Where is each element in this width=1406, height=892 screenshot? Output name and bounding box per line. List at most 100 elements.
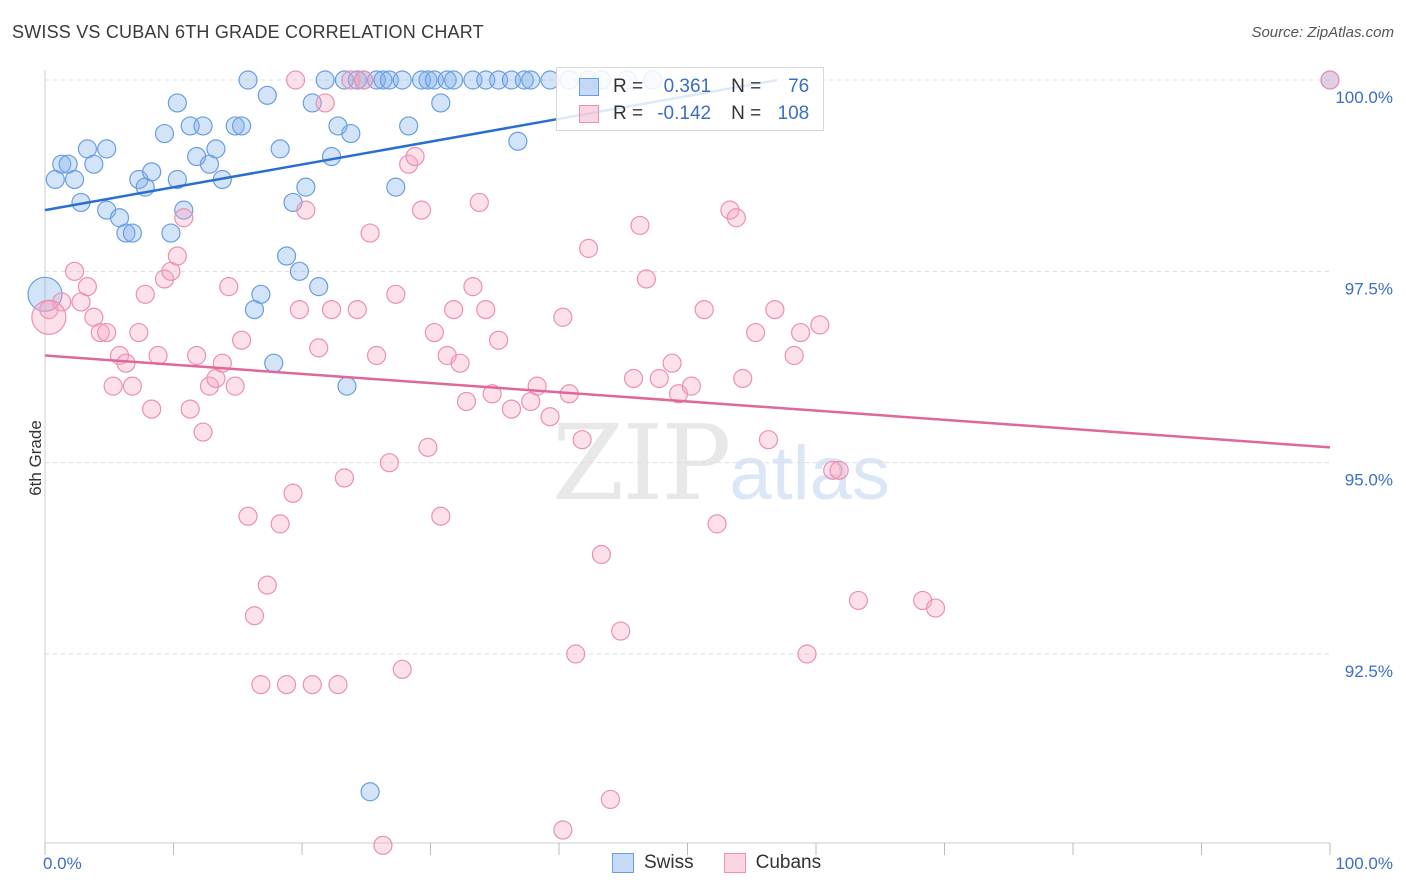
cubans-point-43 xyxy=(334,468,355,488)
swiss-point-28 xyxy=(238,70,258,90)
cubans-point-21 xyxy=(187,345,207,366)
cubans-point-65 xyxy=(476,300,496,320)
cubans-point-1 xyxy=(52,292,72,312)
swiss-point-48 xyxy=(373,70,393,90)
cubans-n-label: N = xyxy=(731,103,762,124)
swiss-point-36 xyxy=(289,261,310,281)
cubans-point-12 xyxy=(129,322,149,343)
cubans-point-53 xyxy=(399,154,419,174)
swiss-point-51 xyxy=(392,70,412,90)
cubans-point-60 xyxy=(444,300,464,320)
cubans-point-6 xyxy=(90,322,110,343)
cubans-point-55 xyxy=(411,200,432,220)
cubans-point-103 xyxy=(553,820,573,840)
cubans-point-80 xyxy=(630,215,650,236)
swiss-n-value: 76 xyxy=(788,76,810,97)
swiss-point-52 xyxy=(399,116,419,136)
swiss-point-45 xyxy=(347,70,367,90)
cubans-point-49 xyxy=(373,835,393,855)
cubans-point-82 xyxy=(649,368,669,389)
cubans-point-26 xyxy=(219,277,239,297)
cubans-point-87 xyxy=(707,514,727,534)
cubans-point-104 xyxy=(600,789,621,810)
cubans-point-50 xyxy=(379,453,399,473)
cubans-point-39 xyxy=(309,338,329,358)
x-tick-label-1: 100.0% xyxy=(1335,854,1393,873)
chart-title: SWISS VS CUBAN 6TH GRADE CORRELATION CHA… xyxy=(12,22,484,42)
swiss-point-40 xyxy=(315,70,335,90)
cubans-swatch xyxy=(579,105,599,123)
cubans-point-68 xyxy=(501,399,522,419)
cubans-point-37 xyxy=(296,200,316,220)
cubans-point-72 xyxy=(553,307,573,327)
swiss-point-50 xyxy=(386,177,406,197)
cubans-legend-swatch xyxy=(723,853,746,873)
cubans-point-13 xyxy=(135,284,155,304)
y-tick-label-3: 100.0% xyxy=(1335,88,1393,107)
cubans-point-96 xyxy=(797,644,817,664)
cubans-point-23 xyxy=(199,376,220,396)
swiss-point-34 xyxy=(276,246,297,266)
swiss-n-label: N = xyxy=(731,76,762,97)
cubans-point-7 xyxy=(97,322,117,343)
cubans-point-64 xyxy=(469,192,489,213)
cubans-point-75 xyxy=(572,430,592,450)
cubans-point-36 xyxy=(289,300,310,320)
swiss-point-19 xyxy=(174,200,194,220)
cubans-trend-line xyxy=(44,354,1331,449)
cubans-point-67 xyxy=(489,330,509,350)
cubans-point-106 xyxy=(1320,70,1340,90)
source-label: Source: ZipAtlas.com xyxy=(1251,24,1394,41)
cubans-point-46 xyxy=(354,70,374,90)
cubans-point-35 xyxy=(283,483,303,503)
cubans-point-10 xyxy=(116,353,136,373)
swiss-point-16 xyxy=(161,223,181,243)
cubans-point-45 xyxy=(347,300,367,320)
swiss-point-73 xyxy=(360,782,380,802)
cubans-point-31 xyxy=(251,675,271,695)
cubans-point-78 xyxy=(611,621,631,641)
cubans-point-95 xyxy=(790,322,811,343)
swiss-point-17 xyxy=(167,169,187,190)
swiss-point-39 xyxy=(309,277,329,297)
legend-row-swiss: R = 0.361 N = 76 xyxy=(579,74,809,100)
swiss-point-27 xyxy=(232,116,252,136)
swiss-point-14 xyxy=(142,162,162,182)
series-legend: Swiss Cubans xyxy=(612,852,851,874)
cubans-point-20 xyxy=(180,399,200,419)
legend-item-cubans: Cubans xyxy=(723,852,821,874)
cubans-point-41 xyxy=(321,300,342,320)
cubans-point-66 xyxy=(482,384,502,404)
cubans-point-2 xyxy=(64,261,85,281)
swiss-point-3 xyxy=(64,169,85,190)
cubans-point-71 xyxy=(540,407,560,427)
swiss-point-54 xyxy=(418,70,438,90)
cubans-point-61 xyxy=(450,353,470,373)
cubans-point-33 xyxy=(270,514,290,534)
cubans-point-100 xyxy=(848,590,869,611)
correlation-legend: R = 0.361 N = 76 R = -0.142 N = 108 xyxy=(556,67,824,131)
cubans-point-54 xyxy=(405,146,425,167)
cubans-point-99 xyxy=(829,460,849,480)
cubans-point-42 xyxy=(328,675,348,695)
cubans-point-48 xyxy=(366,345,387,366)
cubans-point-19 xyxy=(174,208,194,228)
y-tick-label-2: 97.5% xyxy=(1345,279,1393,298)
cubans-point-22 xyxy=(193,422,213,442)
swiss-legend-label: Swiss xyxy=(644,852,694,873)
swiss-point-10 xyxy=(116,223,136,243)
legend-item-swiss: Swiss xyxy=(612,852,694,874)
cubans-point-47 xyxy=(360,223,380,243)
cubans-point-79 xyxy=(623,368,644,389)
cubans-point-70 xyxy=(527,376,547,396)
cubans-point-94 xyxy=(784,345,804,366)
cubans-point-58 xyxy=(431,506,451,526)
cubans-r-value: -0.142 xyxy=(657,103,712,124)
swiss-point-6 xyxy=(84,154,104,174)
cubans-point-85 xyxy=(681,376,701,396)
cubans-point-88 xyxy=(720,200,740,220)
swiss-point-72 xyxy=(337,376,357,396)
cubans-point-28 xyxy=(232,330,252,350)
swiss-point-56 xyxy=(431,93,451,113)
